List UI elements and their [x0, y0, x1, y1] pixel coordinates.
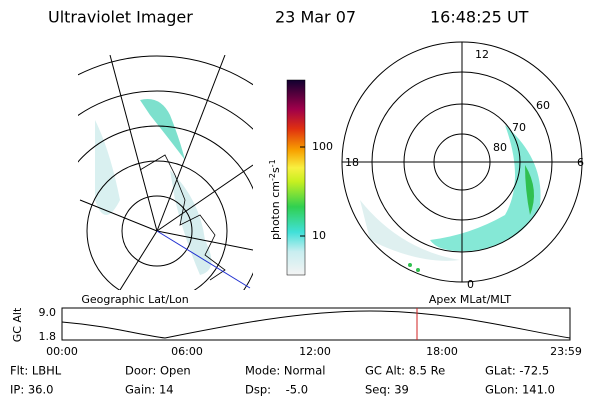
- mlt-label: 18: [345, 156, 359, 169]
- lat-label: 70: [512, 121, 526, 134]
- y-tick-label: 1.8: [39, 330, 57, 343]
- info-field: GC Alt: 8.5 Re: [365, 364, 445, 378]
- x-tick-label: 18:00: [426, 345, 458, 358]
- x-tick-label: 06:00: [171, 345, 203, 358]
- info-field: Seq: 39: [365, 383, 409, 397]
- info-field: Door: Open: [125, 364, 191, 378]
- info-field: IP: 36.0: [10, 383, 53, 397]
- info: Flt: LBHL Door: Open Mode: Normal GC Alt…: [10, 364, 555, 397]
- geo-map: [78, 55, 253, 290]
- info-field: GLat: -72.5: [485, 364, 549, 378]
- polar-grid: [341, 41, 583, 283]
- aurora: [95, 120, 120, 215]
- altitude-curve: [61, 310, 571, 339]
- time: 16:48:25 UT: [430, 8, 529, 27]
- spot: [408, 263, 412, 267]
- colorbar: [286, 79, 306, 276]
- mlt-label: 6: [577, 156, 584, 169]
- info-field: GLon: 141.0: [485, 383, 555, 397]
- lat-label: 60: [536, 99, 550, 112]
- date: 23 Mar 07: [275, 8, 356, 27]
- title: Ultraviolet Imager: [48, 8, 193, 27]
- y-tick-label: 9.0: [39, 306, 57, 319]
- cb-unit: photon cm-2s-1: [268, 159, 283, 240]
- spot: [416, 268, 420, 272]
- grid: [78, 55, 253, 290]
- info-field: Gain: 14: [125, 383, 174, 397]
- x-tick-label: 23:59: [550, 345, 582, 358]
- timeline-label: Geographic Lat/Lon: [81, 293, 188, 306]
- lat-label: 80: [493, 141, 507, 154]
- cb-tick-label: 100: [312, 140, 333, 153]
- info-field: Mode: Normal: [245, 364, 325, 378]
- polar-image: [360, 125, 541, 261]
- x-tick-label: 12:00: [299, 345, 331, 358]
- mlt-label: 0: [467, 278, 474, 291]
- meridian: [156, 230, 251, 289]
- cb-tick-label: 10: [312, 229, 326, 242]
- x-tick-label: 00:00: [46, 345, 78, 358]
- info-field: Dsp: -5.0: [245, 383, 308, 397]
- aurora: [140, 99, 185, 160]
- timeline-box: [61, 307, 571, 341]
- y-axis-label: GC Alt: [11, 307, 24, 342]
- info-field: Flt: LBHL: [10, 364, 62, 378]
- timeline-label: Apex MLat/MLT: [429, 293, 512, 306]
- mlt-label: 12: [475, 48, 489, 61]
